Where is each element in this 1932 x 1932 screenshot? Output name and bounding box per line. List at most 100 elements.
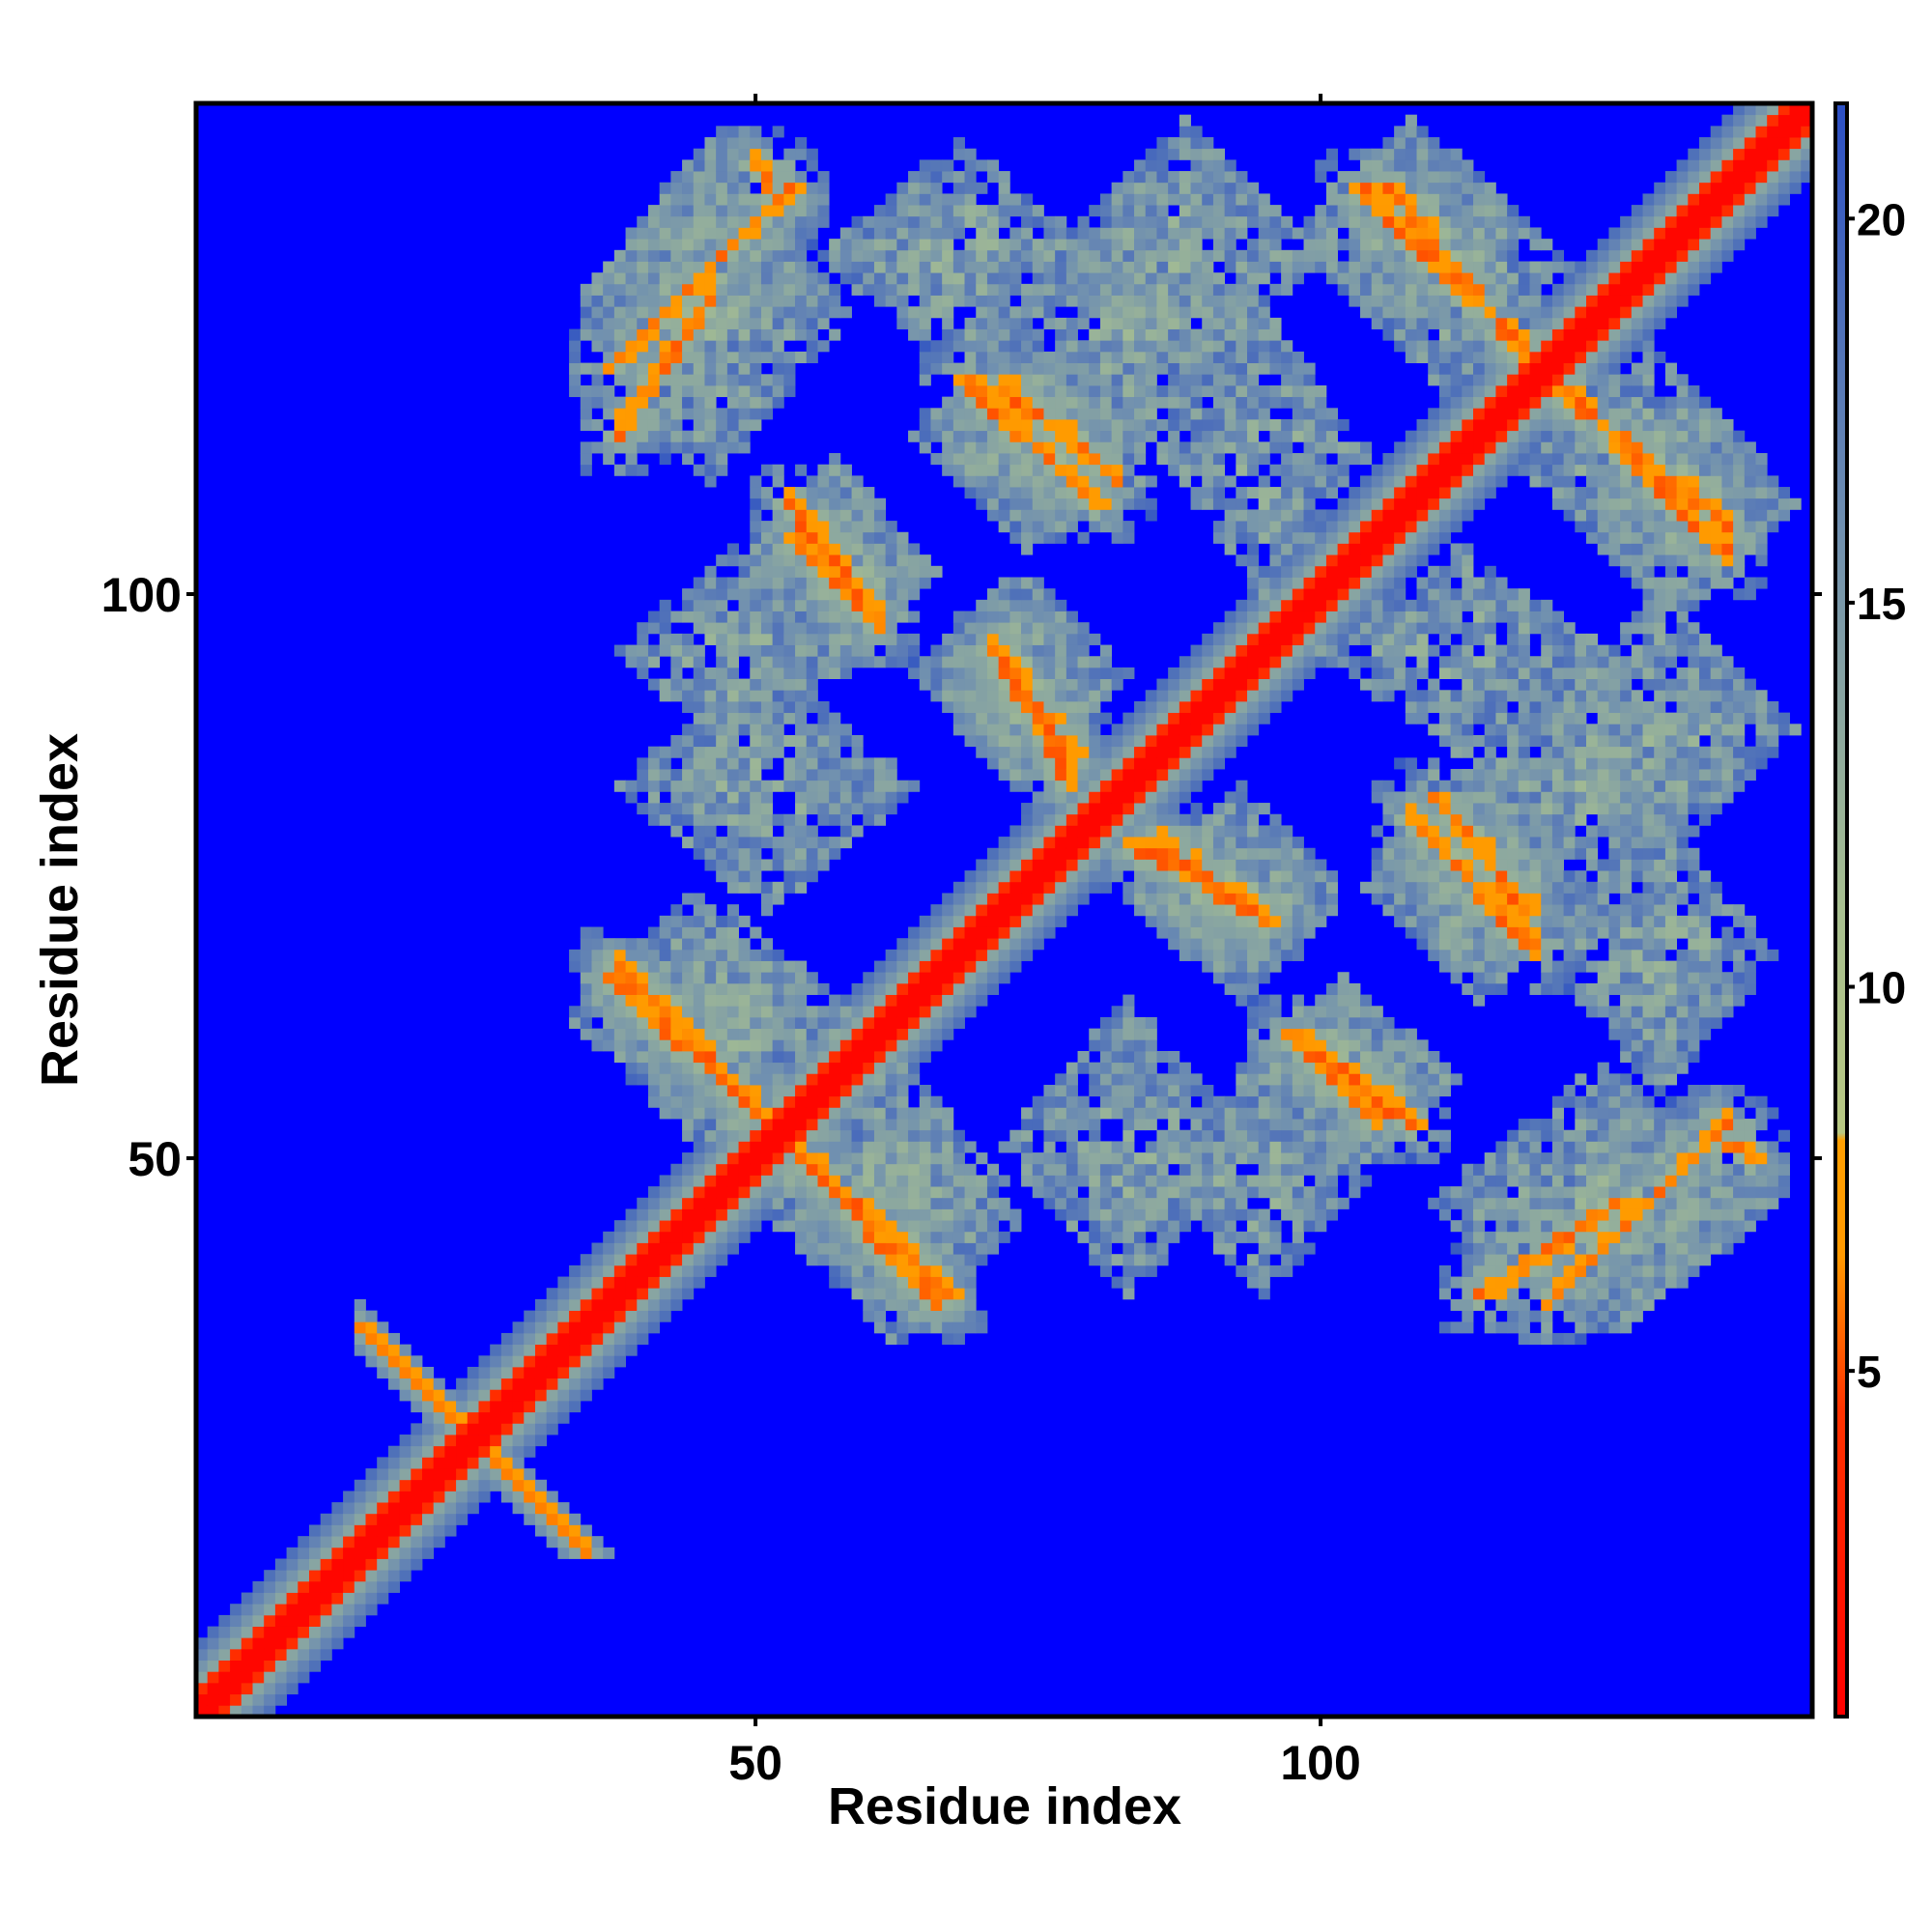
heatmap-cell <box>942 1264 954 1277</box>
heatmap-cell <box>1134 497 1147 510</box>
heatmap-cell <box>433 1378 445 1390</box>
heatmap-cell <box>1212 1208 1226 1221</box>
heatmap-cell <box>411 1513 423 1525</box>
heatmap-cell <box>817 859 830 871</box>
heatmap-cell <box>1077 441 1090 454</box>
heatmap-cell <box>1247 656 1260 668</box>
heatmap-cell <box>704 1039 717 1052</box>
heatmap-cell <box>1089 700 1101 714</box>
heatmap-cell <box>682 746 695 758</box>
heatmap-cell <box>1212 497 1226 510</box>
heatmap-cell <box>1236 870 1248 883</box>
heatmap-cell <box>885 1016 897 1030</box>
heatmap-cell <box>726 1208 739 1221</box>
heatmap-cell <box>637 1016 649 1030</box>
heatmap-cell <box>1236 261 1248 273</box>
heatmap-cell <box>1089 870 1101 883</box>
heatmap-cell <box>1009 622 1022 635</box>
heatmap-cell <box>1077 1141 1090 1153</box>
heatmap-cell <box>942 982 954 995</box>
heatmap-cell <box>772 565 784 578</box>
heatmap-cell <box>591 1321 604 1334</box>
heatmap-cell <box>750 1085 762 1097</box>
heatmap-cell <box>942 994 954 1007</box>
heatmap-cell <box>1258 565 1270 578</box>
heatmap-cell <box>716 418 728 432</box>
heatmap-cell <box>716 847 728 860</box>
heatmap-cell <box>1099 881 1113 894</box>
heatmap-cell <box>986 487 1000 499</box>
heatmap-cell <box>647 1310 661 1322</box>
heatmap-cell <box>930 1175 943 1187</box>
heatmap-cell <box>647 1231 661 1243</box>
heatmap-cell <box>1156 249 1169 262</box>
heatmap-cell <box>1032 362 1044 375</box>
heatmap-cell <box>1099 678 1113 691</box>
heatmap-cell <box>1122 497 1135 510</box>
heatmap-cell <box>1134 1175 1147 1187</box>
heatmap-cell <box>726 396 739 409</box>
heatmap-cell <box>750 205 762 217</box>
heatmap-cell <box>1055 622 1067 635</box>
heatmap-cell <box>1055 384 1067 398</box>
heatmap-cell <box>1021 215 1034 228</box>
heatmap-cell <box>659 1050 671 1064</box>
heatmap-cell <box>1134 724 1147 736</box>
heatmap-cell <box>670 1050 683 1064</box>
heatmap-cell <box>399 1536 412 1548</box>
heatmap-cell <box>1212 734 1226 748</box>
heatmap-cell <box>298 1592 310 1605</box>
heatmap-cell <box>1281 1028 1293 1040</box>
heatmap-cell <box>1292 622 1304 635</box>
heatmap-cell <box>580 408 592 420</box>
heatmap-cell <box>1224 1095 1236 1108</box>
heatmap-cell <box>1145 475 1157 488</box>
heatmap-cell <box>896 633 909 645</box>
heatmap-cell <box>682 1197 695 1209</box>
heatmap-cell <box>726 803 739 815</box>
heatmap-cell <box>817 1220 830 1233</box>
heatmap-cell <box>795 1152 808 1165</box>
heatmap-cell <box>986 700 1000 714</box>
heatmap-cell <box>1122 295 1135 307</box>
heatmap-cell <box>1236 182 1248 194</box>
heatmap-cell <box>930 972 943 984</box>
heatmap-cell <box>976 295 988 307</box>
heatmap-cell <box>795 780 808 792</box>
heatmap-cell <box>952 1332 965 1346</box>
heatmap-cell <box>1009 272 1022 285</box>
heatmap-cell <box>1247 317 1260 329</box>
heatmap-cell <box>682 1220 695 1233</box>
heatmap-cell <box>647 283 661 296</box>
heatmap-cell <box>1065 384 1078 398</box>
heatmap-cell <box>1247 881 1260 894</box>
heatmap-cell <box>637 656 649 668</box>
heatmap-cell <box>964 712 977 724</box>
heatmap-cell <box>1212 746 1226 758</box>
heatmap-cell <box>1258 1073 1270 1086</box>
heatmap-cell <box>1032 396 1044 409</box>
heatmap-cell <box>637 982 649 995</box>
heatmap-cell <box>1168 881 1180 894</box>
heatmap-cell <box>716 803 728 815</box>
heatmap-cell <box>647 1321 661 1334</box>
heatmap-cell <box>806 588 818 601</box>
heatmap-cell <box>851 487 864 499</box>
heatmap-cell <box>1258 656 1270 668</box>
heatmap-cell <box>637 441 649 454</box>
heatmap-cell <box>659 622 671 635</box>
heatmap-cell <box>1236 1107 1248 1120</box>
heatmap-cell <box>1202 656 1214 668</box>
heatmap-cell <box>1190 193 1203 206</box>
heatmap-cell <box>252 1660 265 1672</box>
heatmap-cell <box>760 746 774 758</box>
heatmap-cell <box>851 1016 864 1030</box>
heatmap-cell <box>647 757 661 770</box>
heatmap-cell <box>1292 870 1304 883</box>
heatmap-cell <box>942 351 954 363</box>
heatmap-cell <box>1021 351 1034 363</box>
heatmap-cell <box>1111 215 1123 228</box>
heatmap-cell <box>795 171 808 184</box>
heatmap-cell <box>738 565 751 578</box>
heatmap-cell <box>1168 408 1180 420</box>
